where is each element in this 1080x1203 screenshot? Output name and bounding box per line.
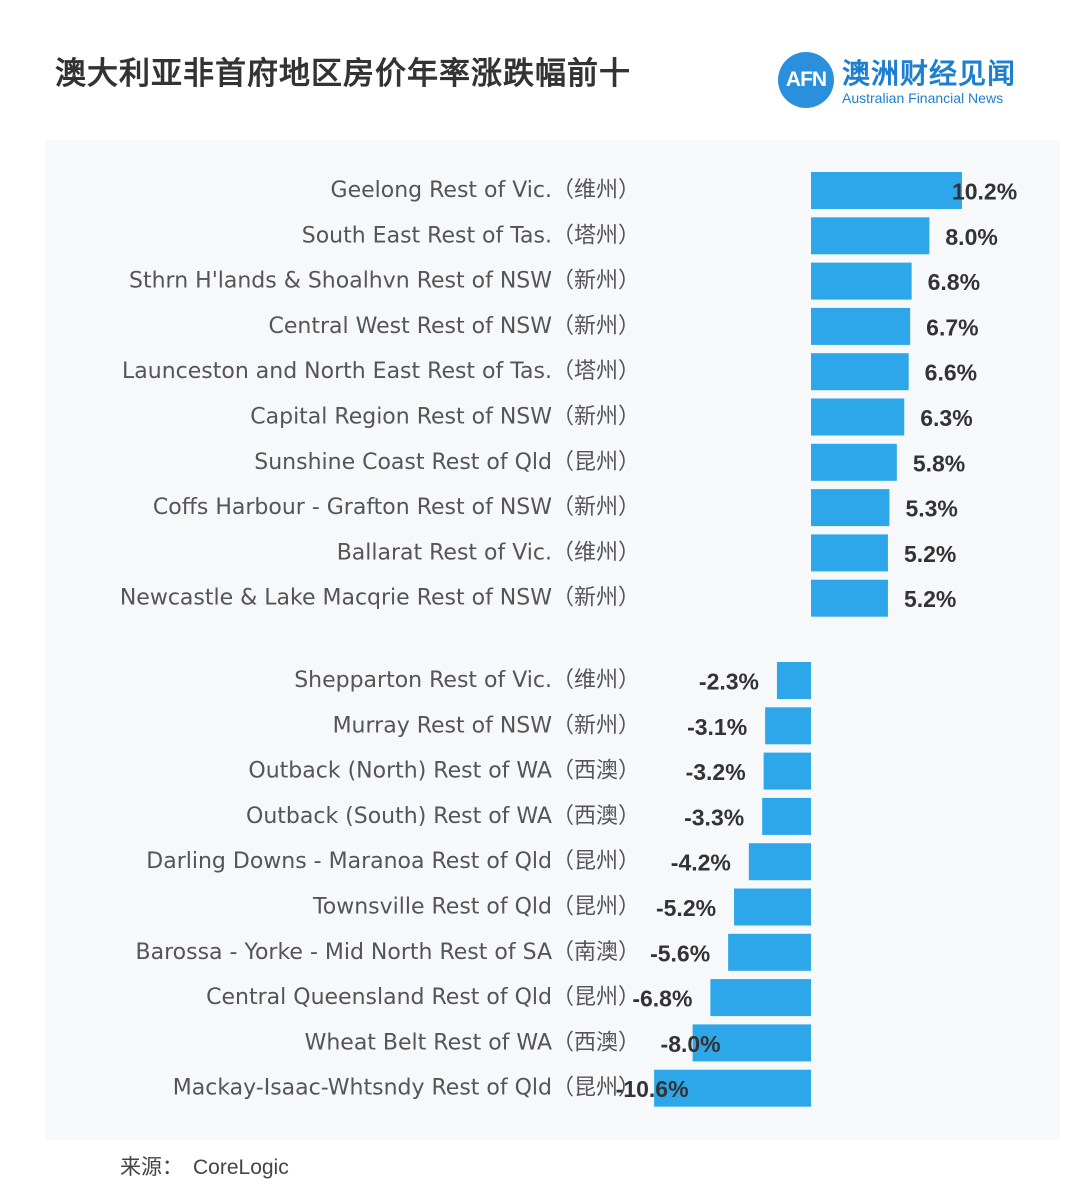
value-label: -2.3% [699, 669, 759, 695]
value-label: 5.8% [913, 450, 965, 476]
category-label: Geelong Rest of Vic.（维州） [331, 178, 640, 203]
bar [692, 1024, 811, 1062]
bar [811, 398, 905, 436]
value-label: -5.6% [650, 940, 710, 966]
bar [811, 534, 888, 572]
value-label: 5.3% [905, 496, 957, 522]
category-label: Launceston and North East Rest of Tas.（塔… [122, 359, 640, 384]
category-label: Sunshine Coast Rest of Qld（昆州） [254, 450, 640, 475]
category-label: Darling Downs - Maranoa Rest of Qld（昆州） [146, 849, 640, 874]
value-label: -8.0% [661, 1031, 721, 1057]
bar [811, 172, 962, 209]
value-label: 6.7% [926, 314, 978, 340]
category-label: Sthrn H'lands & Shoalhvn Rest of NSW（新州） [129, 269, 640, 294]
value-label: 8.0% [945, 224, 997, 250]
bar [763, 752, 811, 790]
value-label: -3.1% [687, 714, 747, 740]
brand-logo: AFN 澳洲财经见闻 Australian Financial News [778, 52, 1058, 112]
category-label: Townsville Rest of Qld（昆州） [312, 895, 640, 920]
value-label: 10.2% [952, 179, 1017, 205]
value-label: -5.2% [656, 895, 716, 921]
bar [765, 707, 811, 745]
category-label: Outback (North) Rest of WA（西澳） [248, 759, 640, 784]
bar [762, 797, 811, 835]
bar [710, 979, 811, 1017]
category-label: Murray Rest of NSW（新州） [333, 713, 640, 738]
category-label: Wheat Belt Rest of WA（西澳） [305, 1030, 640, 1055]
bar [811, 579, 888, 617]
bar [654, 1069, 811, 1107]
source-note: 来源： CoreLogic [120, 1151, 289, 1181]
bar [748, 843, 811, 881]
bar [728, 933, 811, 971]
category-label: Barossa - Yorke - Mid North Rest of SA（南… [136, 940, 640, 965]
brand-name-en: Australian Financial News [842, 90, 1004, 106]
value-label: -3.3% [684, 804, 744, 830]
category-label: Mackay-Isaac-Whtsndy Rest of Qld（昆州） [173, 1076, 640, 1101]
value-label: 5.2% [904, 541, 956, 567]
category-label: Central West Rest of NSW（新州） [269, 314, 640, 339]
category-label: Shepparton Rest of Vic.（维州） [294, 668, 640, 693]
afn-logo-icon: AFN [778, 52, 834, 108]
category-label: Outback (South) Rest of WA（西澳） [246, 804, 640, 829]
category-label: Capital Region Rest of NSW（新州） [250, 405, 640, 430]
category-label: Coffs Harbour - Grafton Rest of NSW（新州） [153, 495, 640, 520]
bar [734, 888, 811, 926]
value-label: 5.2% [904, 586, 956, 612]
value-label: 6.6% [925, 360, 977, 386]
category-label: Central Queensland Rest of Qld（昆州） [206, 985, 640, 1010]
value-label: -4.2% [671, 850, 731, 876]
category-label: Newcastle & Lake Macqrie Rest of NSW（新州） [120, 586, 640, 611]
bar [811, 307, 911, 345]
chart-title: 澳大利亚非首府地区房价年率涨跌幅前十 [55, 56, 631, 92]
source-value: CoreLogic [193, 1156, 289, 1179]
value-label: -10.6% [616, 1076, 689, 1102]
chart-panel: Geelong Rest of Vic.（维州） 10.2% South East … [45, 140, 1060, 1140]
value-label: -6.8% [632, 986, 692, 1012]
category-label: South East Rest of Tas.（塔州） [302, 223, 640, 248]
bar [811, 443, 897, 481]
category-label: Ballarat Rest of Vic.（维州） [337, 540, 640, 565]
bar [776, 662, 811, 699]
source-label: 来源： [120, 1155, 183, 1179]
value-label: 6.3% [920, 405, 972, 431]
brand-name-cn: 澳洲财经见闻 [842, 57, 1017, 90]
value-label: 6.8% [928, 269, 980, 295]
bar-chart: Geelong Rest of Vic.（维州） 10.2% South East … [120, 172, 1017, 1107]
bar [811, 353, 909, 391]
bar [811, 489, 890, 527]
bar [811, 217, 930, 255]
value-label: -3.2% [686, 759, 746, 785]
bar [811, 262, 912, 300]
